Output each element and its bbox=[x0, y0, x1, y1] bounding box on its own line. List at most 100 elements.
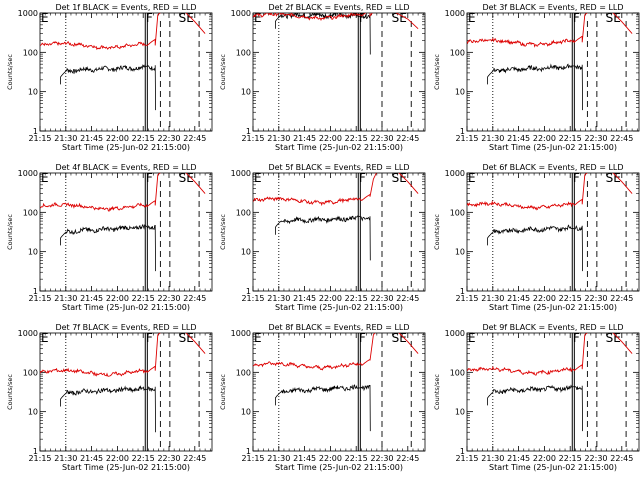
x-tick-label: 22:45 bbox=[183, 134, 206, 143]
marker-se-label: SE bbox=[392, 171, 407, 185]
x-tick-label: 22:30 bbox=[370, 294, 393, 303]
x-tick-label: 22:45 bbox=[183, 294, 206, 303]
marker-se-label: SE bbox=[392, 11, 407, 25]
panel-title: Det 2f BLACK = Events, RED = LLD bbox=[268, 3, 409, 12]
panel-det-1f: Det 1f BLACK = Events, RED = LLD 1 10 100 10… bbox=[6, 3, 213, 152]
x-tick-label: 22:45 bbox=[396, 134, 419, 143]
x-tick-label: 22:30 bbox=[370, 454, 393, 463]
x-tick-label: 22:15 bbox=[345, 294, 368, 303]
x-tick-label: 22:30 bbox=[157, 454, 180, 463]
plot-data bbox=[253, 13, 419, 55]
x-tick-label: 22:15 bbox=[345, 454, 368, 463]
series-events-line bbox=[275, 384, 371, 432]
marker-e-label: E bbox=[41, 171, 49, 185]
plot-frame bbox=[466, 172, 640, 292]
plot-frame bbox=[39, 12, 213, 132]
series-lld-line bbox=[467, 13, 633, 48]
x-tick-label: 21:30 bbox=[481, 454, 504, 463]
y-tick-label: 1 bbox=[460, 127, 465, 136]
x-tick-label: 21:15 bbox=[28, 294, 51, 303]
y-tick-label: 1 bbox=[460, 287, 465, 296]
plot-frame bbox=[252, 12, 426, 132]
x-tick-label: 22:00 bbox=[533, 454, 556, 463]
marker-e-label: E bbox=[254, 11, 262, 25]
x-axis-label: Start Time (25-Jun-02 21:15:00) bbox=[489, 463, 617, 472]
x-tick-label: 21:30 bbox=[54, 454, 77, 463]
x-tick-label: 22:00 bbox=[106, 294, 129, 303]
panel-det-7f: Det 7f BLACK = Events, RED = LLD 1 10 100 10… bbox=[6, 323, 213, 472]
plot-data bbox=[40, 333, 206, 433]
x-tick-label: 22:00 bbox=[533, 134, 556, 143]
x-tick-label: 21:45 bbox=[507, 134, 530, 143]
x-axis-label: Start Time (25-Jun-02 21:15:00) bbox=[62, 303, 190, 312]
x-tick-label: 21:30 bbox=[54, 294, 77, 303]
marker-se-label: SE bbox=[179, 171, 194, 185]
marker-f-label: F bbox=[146, 331, 153, 345]
x-axis-label: Start Time (25-Jun-02 21:15:00) bbox=[489, 143, 617, 152]
x-tick-label: 22:30 bbox=[370, 134, 393, 143]
y-tick-label: 10 bbox=[28, 248, 38, 257]
marker-f-label: F bbox=[573, 11, 580, 25]
x-tick-label: 21:30 bbox=[54, 134, 77, 143]
marker-e-label: E bbox=[468, 331, 476, 345]
series-lld-line bbox=[467, 333, 633, 376]
panel-title: Det 9f BLACK = Events, RED = LLD bbox=[482, 323, 623, 332]
y-tick-label: 1 bbox=[33, 447, 38, 456]
plot-frame bbox=[252, 172, 426, 292]
x-axis-label: Start Time (25-Jun-02 21:15:00) bbox=[62, 463, 190, 472]
marker-se-label: SE bbox=[179, 11, 194, 25]
y-axis-label: Counts/sec bbox=[219, 54, 227, 90]
y-tick-label: 100 bbox=[236, 208, 251, 217]
marker-e-label: E bbox=[41, 331, 49, 345]
y-tick-label: 1000 bbox=[231, 169, 251, 178]
plot-frame bbox=[252, 332, 426, 452]
x-tick-label: 22:15 bbox=[559, 294, 582, 303]
x-tick-label: 21:30 bbox=[267, 294, 290, 303]
plot-frame bbox=[39, 332, 213, 452]
x-tick-label: 21:45 bbox=[80, 134, 103, 143]
x-tick-label: 21:15 bbox=[455, 134, 478, 143]
y-tick-label: 1000 bbox=[445, 9, 465, 18]
y-tick-label: 1000 bbox=[231, 9, 251, 18]
x-tick-label: 22:00 bbox=[319, 294, 342, 303]
plot-data bbox=[253, 173, 419, 261]
y-tick-label: 1000 bbox=[18, 169, 38, 178]
x-tick-label: 22:45 bbox=[610, 454, 633, 463]
y-tick-label: 100 bbox=[450, 48, 465, 57]
series-events-line bbox=[487, 224, 583, 272]
x-tick-label: 22:15 bbox=[559, 454, 582, 463]
marker-e-label: E bbox=[41, 11, 49, 25]
y-axis-label: Counts/sec bbox=[6, 54, 14, 90]
y-tick-label: 1 bbox=[246, 287, 251, 296]
marker-se-label: SE bbox=[179, 331, 194, 345]
x-tick-label: 22:45 bbox=[396, 294, 419, 303]
panel-det-5f: Det 5f BLACK = Events, RED = LLD 1 10 100 10… bbox=[219, 163, 426, 312]
y-tick-label: 1000 bbox=[445, 329, 465, 338]
y-axis-label: Counts/sec bbox=[433, 214, 441, 250]
y-tick-label: 1 bbox=[460, 447, 465, 456]
panel-det-2f: Det 2f BLACK = Events, RED = LLD 1 10 100 10… bbox=[219, 3, 426, 152]
y-tick-label: 100 bbox=[450, 368, 465, 377]
x-tick-label: 22:00 bbox=[319, 454, 342, 463]
series-events-line bbox=[60, 64, 156, 111]
panel-title: Det 8f BLACK = Events, RED = LLD bbox=[268, 323, 409, 332]
panel-det-3f: Det 3f BLACK = Events, RED = LLD 1 10 100 10… bbox=[433, 3, 640, 152]
x-tick-label: 22:00 bbox=[319, 134, 342, 143]
y-tick-label: 10 bbox=[28, 88, 38, 97]
plot-data bbox=[40, 173, 206, 272]
y-tick-label: 1000 bbox=[445, 169, 465, 178]
x-tick-label: 21:45 bbox=[293, 294, 316, 303]
marker-se-label: SE bbox=[606, 171, 621, 185]
marker-e-label: E bbox=[468, 171, 476, 185]
series-events-line bbox=[487, 63, 583, 111]
y-tick-label: 10 bbox=[241, 88, 251, 97]
x-tick-label: 22:15 bbox=[132, 454, 155, 463]
x-axis-label: Start Time (25-Jun-02 21:15:00) bbox=[62, 143, 190, 152]
y-tick-label: 1000 bbox=[18, 9, 38, 18]
y-tick-label: 10 bbox=[241, 248, 251, 257]
x-tick-label: 21:45 bbox=[293, 454, 316, 463]
y-tick-label: 10 bbox=[241, 408, 251, 417]
series-events-line bbox=[275, 215, 371, 261]
y-tick-label: 100 bbox=[23, 208, 38, 217]
marker-f-label: F bbox=[146, 171, 153, 185]
